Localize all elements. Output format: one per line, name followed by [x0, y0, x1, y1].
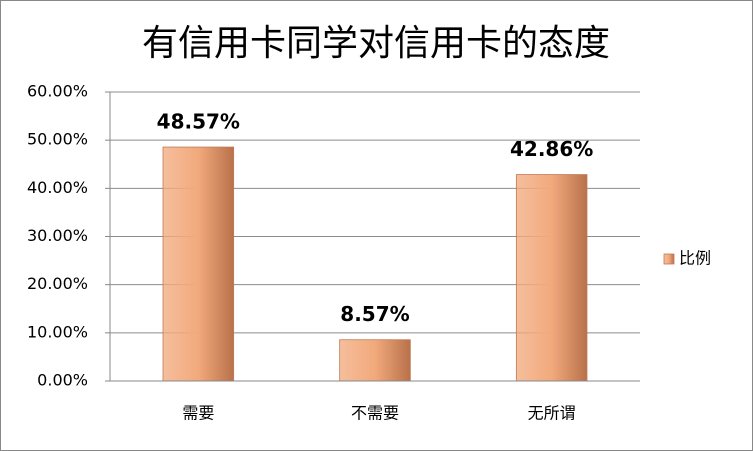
x-tick-label: 无所谓 — [528, 404, 576, 423]
bar — [339, 339, 411, 382]
x-tick-label: 需要 — [182, 404, 214, 423]
bar — [162, 146, 235, 382]
y-tick-label: 40.00% — [27, 178, 88, 197]
legend-swatch — [663, 253, 675, 265]
y-tick-label: 10.00% — [27, 322, 88, 341]
legend-label: 比例 — [679, 249, 711, 268]
x-tick-label: 不需要 — [351, 404, 399, 423]
data-label: 8.57% — [340, 302, 409, 326]
chart-title: 有信用卡同学对信用卡的态度 — [142, 23, 610, 64]
y-tick-label: 60.00% — [27, 82, 88, 101]
data-label: 48.57% — [157, 110, 240, 134]
y-tick-label: 30.00% — [27, 226, 88, 245]
y-tick-label: 0.00% — [37, 371, 88, 390]
y-tick-label: 50.00% — [27, 130, 88, 149]
data-label: 42.86% — [510, 137, 593, 161]
y-tick-label: 20.00% — [27, 274, 88, 293]
bar — [515, 174, 588, 382]
